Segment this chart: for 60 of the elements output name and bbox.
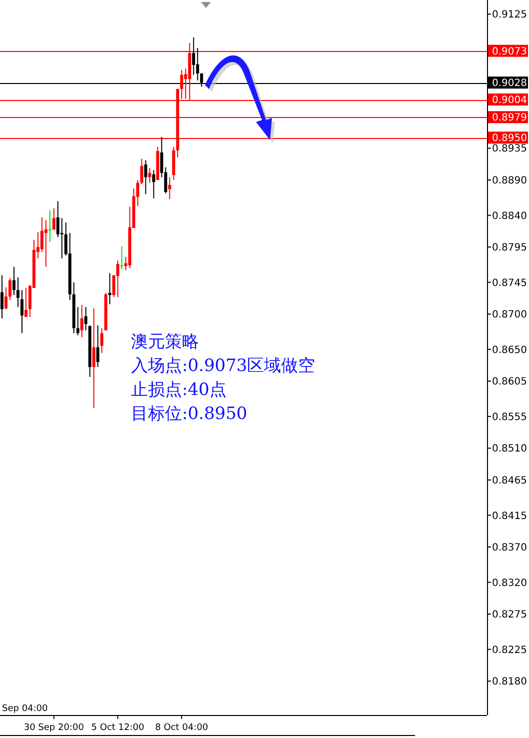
annotation: 入场点:0.9073区域做空 bbox=[131, 356, 316, 376]
y-tick-label: 0.8225 bbox=[492, 644, 527, 656]
candlestick bbox=[148, 167, 152, 184]
annotation: Sep 04:00 bbox=[2, 704, 48, 714]
ref-line-label: 0.9028 bbox=[492, 78, 527, 90]
candlestick bbox=[96, 324, 100, 368]
annotation: 澳元策略 bbox=[131, 332, 199, 352]
ref-line-label: 0.8950 bbox=[492, 133, 527, 144]
y-tick-label: 0.8415 bbox=[492, 510, 527, 522]
candlestick bbox=[44, 220, 48, 268]
candlestick bbox=[20, 290, 24, 334]
y-tick-label: 0.8275 bbox=[492, 610, 527, 621]
candlestick bbox=[120, 246, 124, 270]
candlestick bbox=[84, 306, 88, 331]
x-tick-label: 30 Sep 20:00 bbox=[24, 723, 84, 733]
y-tick-label: 0.8745 bbox=[492, 278, 527, 289]
candlestick bbox=[0, 274, 4, 319]
candlestick bbox=[144, 160, 148, 195]
annotation: 目标位:0.8950 bbox=[131, 404, 248, 424]
y-tick-label: 0.8795 bbox=[492, 242, 527, 254]
candlestick bbox=[40, 216, 44, 252]
ref-line-label: 0.9073 bbox=[492, 46, 527, 58]
candlestick bbox=[140, 158, 144, 185]
candlestick bbox=[116, 260, 120, 298]
candlestick bbox=[192, 36, 196, 76]
candlestick bbox=[56, 200, 60, 238]
y-tick-label: 0.8370 bbox=[492, 542, 527, 554]
candlestick bbox=[152, 170, 156, 199]
y-tick-label: 0.8700 bbox=[492, 310, 527, 321]
candlestick bbox=[52, 208, 56, 231]
y-tick-label: 0.8840 bbox=[492, 210, 527, 222]
y-tick-label: 0.8605 bbox=[492, 376, 527, 388]
candlestick bbox=[168, 176, 172, 200]
candlestick bbox=[100, 328, 104, 354]
candlestick bbox=[16, 276, 20, 308]
x-tick-label: 8 Oct 04:00 bbox=[155, 723, 208, 733]
candlestick bbox=[48, 210, 52, 243]
annotation: 止损点:40点 bbox=[131, 380, 226, 400]
y-tick-label: 0.8465 bbox=[492, 475, 527, 486]
y-tick-label: 0.8555 bbox=[492, 412, 527, 423]
y-tick-label: 0.8510 bbox=[492, 444, 527, 455]
ref-line-label: 0.8979 bbox=[492, 112, 527, 124]
candlestick bbox=[80, 304, 84, 338]
y-tick-label: 0.8890 bbox=[492, 175, 527, 186]
y-tick-label: 0.9125 bbox=[492, 10, 527, 21]
y-tick-label: 0.8180 bbox=[492, 676, 527, 688]
y-tick-label: 0.8320 bbox=[492, 578, 527, 589]
candlestick bbox=[108, 272, 112, 305]
x-tick-label: 5 Oct 12:00 bbox=[91, 723, 144, 733]
ref-line-label: 0.9004 bbox=[492, 95, 527, 106]
candlestick bbox=[196, 47, 200, 81]
candlestick bbox=[24, 287, 28, 318]
candlestick bbox=[8, 278, 12, 300]
candlestick bbox=[76, 306, 80, 336]
candlestick bbox=[4, 286, 8, 310]
candlestick bbox=[12, 266, 16, 296]
y-tick-label: 0.8935 bbox=[492, 144, 527, 155]
candlestick bbox=[92, 308, 96, 408]
candlestick bbox=[60, 218, 64, 259]
y-tick-label: 0.8650 bbox=[492, 344, 527, 356]
